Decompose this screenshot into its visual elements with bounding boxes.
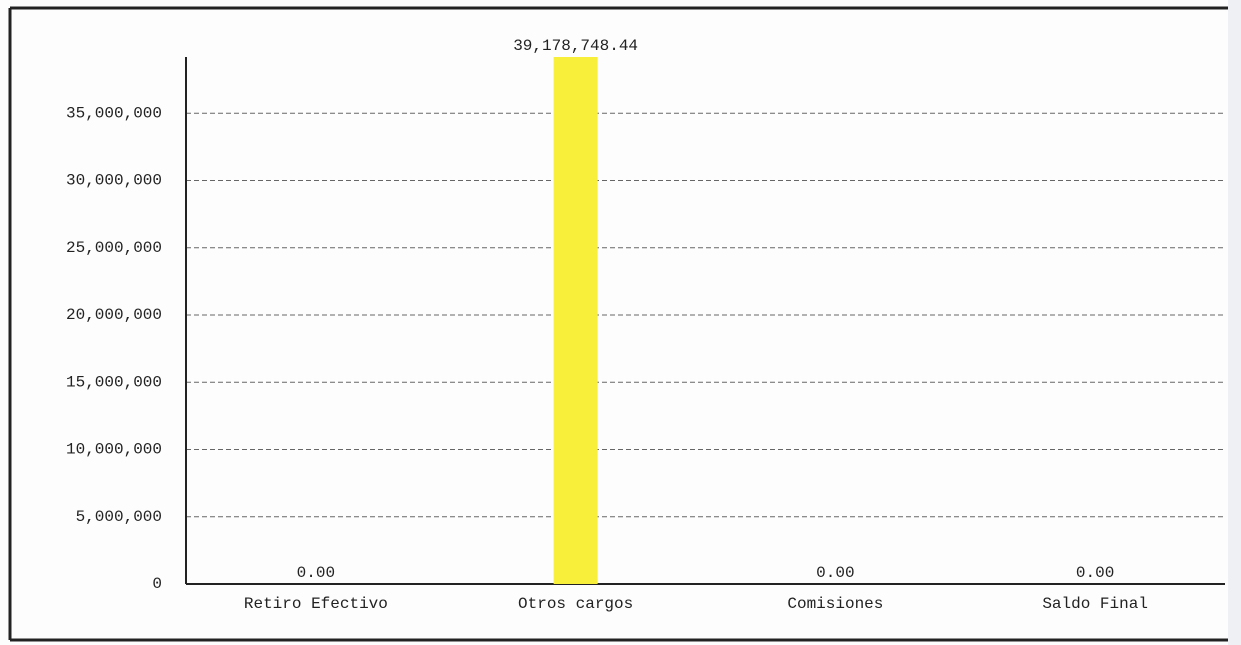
y-tick-label: 25,000,000 [66, 239, 162, 257]
value-label: 0.00 [1076, 564, 1114, 582]
y-tick-label: 30,000,000 [66, 172, 162, 190]
value-label: 0.00 [816, 564, 854, 582]
value-label: 0.00 [297, 564, 335, 582]
bar [554, 57, 598, 584]
page-edge [1228, 0, 1241, 645]
y-tick-label: 20,000,000 [66, 306, 162, 324]
y-tick-label: 0 [152, 575, 162, 593]
y-tick-label: 15,000,000 [66, 373, 162, 391]
value-label: 39,178,748.44 [513, 37, 638, 55]
x-tick-label: Comisiones [787, 595, 883, 613]
x-tick-label: Saldo Final [1042, 595, 1148, 613]
y-tick-label: 35,000,000 [66, 104, 162, 122]
x-tick-label: Otros cargos [518, 595, 633, 613]
x-tick-label: Retiro Efectivo [244, 595, 388, 613]
chart: 0 5,000,000 10,000,000 15,000,000 20,000,000… [0, 0, 1241, 645]
y-tick-label: 10,000,000 [66, 441, 162, 459]
y-tick-label: 5,000,000 [76, 508, 162, 526]
